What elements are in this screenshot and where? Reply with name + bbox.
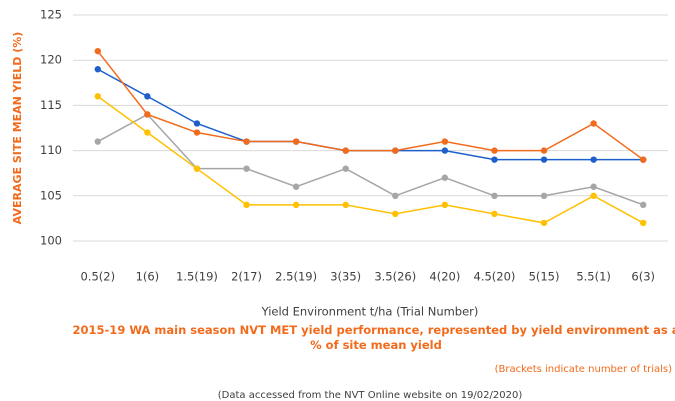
point bbox=[342, 201, 349, 209]
point bbox=[94, 93, 101, 100]
x-tick-label: 4.5(20) bbox=[474, 270, 516, 284]
y-tick-label: 125 bbox=[40, 8, 62, 22]
note: (Brackets indicate number of trials) bbox=[495, 364, 672, 375]
point bbox=[193, 120, 201, 127]
point bbox=[640, 219, 647, 227]
x-tick-label: 1.5(19) bbox=[176, 270, 218, 284]
point bbox=[144, 129, 151, 136]
x-tick-label: 1(6) bbox=[136, 270, 160, 284]
series-line bbox=[97, 95, 644, 224]
point bbox=[243, 138, 250, 145]
point bbox=[540, 192, 548, 199]
x-tick-label: 4(20) bbox=[429, 270, 460, 284]
x-tick-label: 2(17) bbox=[231, 270, 262, 284]
x-tick-label: 6(3) bbox=[631, 270, 655, 284]
y-axis-label: AVERAGE SITE MEAN YIELD (%) bbox=[11, 32, 24, 225]
series-line bbox=[97, 50, 644, 161]
point bbox=[243, 165, 250, 172]
point bbox=[640, 201, 647, 209]
point bbox=[441, 174, 449, 181]
point bbox=[193, 129, 201, 136]
series-line bbox=[97, 113, 644, 206]
y-tick-label: 110 bbox=[40, 143, 62, 157]
point bbox=[540, 219, 548, 227]
point bbox=[94, 138, 101, 145]
point bbox=[590, 183, 597, 190]
x-tick-label: 2.5(19) bbox=[275, 270, 317, 284]
point bbox=[392, 210, 399, 218]
point bbox=[590, 156, 597, 163]
point bbox=[392, 147, 399, 154]
point bbox=[491, 156, 498, 163]
series-line bbox=[97, 68, 644, 161]
point bbox=[441, 147, 449, 154]
point bbox=[441, 201, 449, 209]
point bbox=[94, 66, 101, 73]
y-tick-label: 120 bbox=[40, 53, 62, 67]
x-tick-label: 0.5(2) bbox=[80, 270, 115, 284]
point bbox=[144, 111, 151, 118]
point bbox=[193, 165, 201, 172]
y-tick-label: 100 bbox=[40, 234, 62, 248]
y-tick-label: 115 bbox=[40, 98, 62, 112]
point bbox=[292, 138, 300, 145]
point bbox=[640, 156, 647, 163]
point bbox=[144, 93, 151, 100]
y-tick-label: 105 bbox=[40, 188, 62, 202]
point bbox=[491, 210, 498, 218]
x-tick-label: 3.5(26) bbox=[374, 270, 416, 284]
point bbox=[491, 192, 498, 199]
x-tick-label: 5.5(1) bbox=[576, 270, 611, 284]
x-tick-label: 3(35) bbox=[330, 270, 361, 284]
point bbox=[94, 47, 101, 55]
point bbox=[392, 192, 399, 199]
point bbox=[342, 147, 349, 154]
point bbox=[292, 183, 300, 190]
point bbox=[590, 120, 597, 127]
point bbox=[491, 147, 498, 154]
point bbox=[540, 156, 548, 163]
point bbox=[292, 201, 300, 209]
x-tick-label: 5(15) bbox=[529, 270, 560, 284]
point bbox=[590, 192, 597, 199]
point bbox=[540, 147, 548, 154]
source: (Data accessed from the NVT Online websi… bbox=[218, 390, 523, 401]
caption: 2015-19 WA main season NVT MET yield per… bbox=[72, 323, 675, 352]
point bbox=[342, 165, 349, 172]
x-axis-label: Yield Environment t/ha (Trial Number) bbox=[261, 305, 479, 319]
point bbox=[441, 138, 449, 145]
point bbox=[243, 201, 250, 209]
